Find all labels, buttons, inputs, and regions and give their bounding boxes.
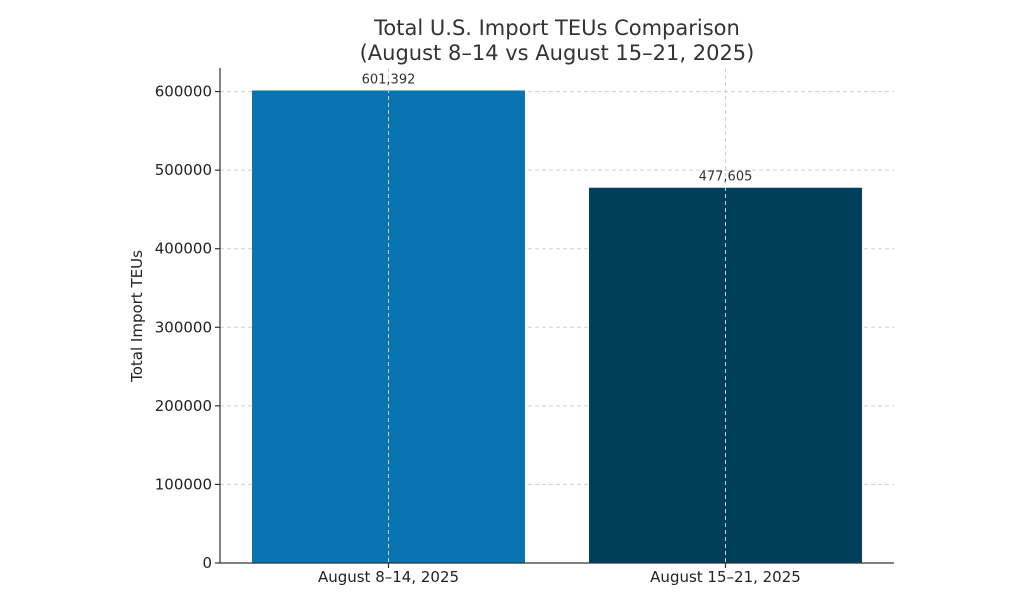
data-labels: 601,392 477,605: [362, 72, 753, 184]
vertical-grid: [388, 68, 726, 563]
data-label: 601,392: [362, 72, 416, 87]
x-tick-label: August 8–14, 2025: [318, 568, 459, 586]
axes: [219, 68, 894, 564]
y-ticks: 0 100000 200000 300000 400000 500000 600000: [155, 83, 220, 572]
y-axis-label: Total Import TEUs: [128, 250, 146, 383]
chart-title-line-1: Total U.S. Import TEUs Comparison: [373, 16, 740, 40]
data-label: 477,605: [699, 170, 753, 185]
bars: [252, 90, 862, 563]
y-tick-label: 100000: [155, 475, 212, 493]
chart-title-line-2: (August 8–14 vs August 15–21, 2025): [360, 41, 755, 65]
y-tick-label: 600000: [155, 83, 212, 101]
x-ticks: August 8–14, 2025 August 15–21, 2025: [318, 563, 801, 586]
y-tick-label: 0: [202, 554, 212, 572]
chart-title: Total U.S. Import TEUs Comparison (Augus…: [360, 16, 755, 65]
y-tick-label: 500000: [155, 161, 212, 179]
y-tick-label: 300000: [155, 318, 212, 336]
y-tick-label: 400000: [155, 240, 212, 258]
x-tick-label: August 15–21, 2025: [650, 568, 801, 586]
y-tick-label: 200000: [155, 397, 212, 415]
